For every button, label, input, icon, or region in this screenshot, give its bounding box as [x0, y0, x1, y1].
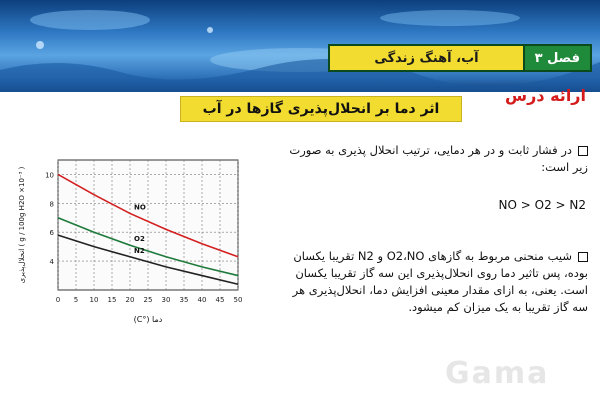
watermark-logo: Gama [445, 356, 550, 391]
series-label-o2: O2 [134, 235, 145, 243]
checkbox-icon [578, 251, 588, 262]
y-axis-label: انحلال‌پذیری ( g / 100g H2O ×10⁻³ ) [18, 166, 26, 283]
x-tick-label: 10 [90, 296, 99, 304]
header-banner: آب، آهنگ زندگی فصل ۳ [0, 0, 600, 92]
solubility-order-formula: NO > O2 > N2 [498, 198, 586, 212]
x-tick-label: 35 [180, 296, 189, 304]
x-tick-label: 20 [126, 296, 135, 304]
x-tick-label: 0 [56, 296, 60, 304]
x-tick-label: 5 [74, 296, 78, 304]
bullet-slope-text: شیب منحنی مربوط به گازهای O2،NO و N2 تقر… [292, 249, 588, 314]
lesson-title: اثر دما بر انحلال‌پذیری گازها در آب [180, 96, 462, 122]
chapter-header: آب، آهنگ زندگی فصل ۳ [328, 44, 592, 72]
x-tick-label: 25 [144, 296, 153, 304]
bullet-order: در فشار ثابت و در هر دمایی، ترتیب انحلال… [288, 142, 588, 176]
series-line-o2 [57, 217, 239, 277]
solubility-chart: 0 5 10 15 20 25 30 35 40 45 50 4 6 8 10 NO O2 N2 دما (°C) ا… [10, 140, 250, 344]
chart-svg: 0 5 10 15 20 25 30 35 40 45 50 4 6 8 10 NO O2 N2 دما (°C) ا… [18, 159, 243, 324]
checkbox-icon [578, 145, 588, 156]
x-axis-label: دما (°C) [134, 315, 163, 324]
y-tick-label: 6 [50, 229, 55, 237]
bullet-slope: شیب منحنی مربوط به گازهای O2،NO و N2 تقر… [288, 248, 588, 316]
y-tick-label: 8 [50, 200, 54, 208]
x-tick-label: 40 [198, 296, 207, 304]
x-tick-label: 15 [108, 296, 117, 304]
x-tick-label: 50 [234, 296, 243, 304]
bullet-order-text: در فشار ثابت و در هر دمایی، ترتیب انحلال… [289, 143, 588, 174]
presentation-label: ارائه درس [505, 86, 586, 105]
x-tick-label: 30 [162, 296, 171, 304]
x-tick-label: 45 [216, 296, 225, 304]
series-line-no [57, 173, 239, 258]
y-tick-label: 10 [45, 171, 54, 179]
chapter-number: فصل ۳ [522, 44, 592, 72]
series-label-no: NO [134, 203, 146, 211]
y-tick-label: 4 [50, 258, 55, 266]
series-label-n2: N2 [134, 247, 145, 255]
series-line-n2 [57, 234, 239, 286]
chapter-title: آب، آهنگ زندگی [328, 44, 523, 72]
